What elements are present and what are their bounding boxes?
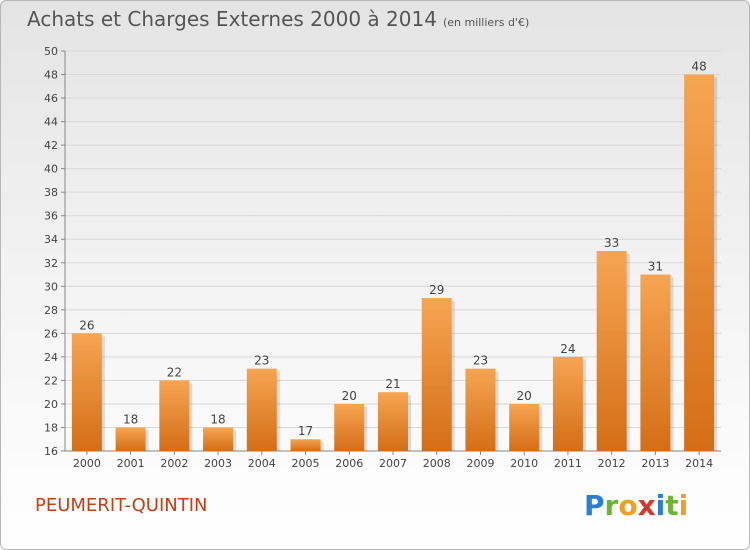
bar-value-label: 29 [429,283,444,297]
bar-value-label: 20 [342,389,357,403]
chart-title: Achats et Charges Externes 2000 à 2014 (e… [27,7,529,31]
bar [115,427,146,451]
y-tick-label: 48 [44,69,58,82]
x-tick-label: 2001 [117,457,145,470]
bar [71,333,102,451]
bar [290,439,321,451]
x-tick-label: 2012 [598,457,626,470]
y-tick-label: 16 [44,445,58,458]
bar [378,392,408,451]
y-tick-label: 26 [44,327,58,340]
y-tick-label: 44 [44,116,58,129]
bar [684,74,715,451]
bars [71,74,718,451]
bar-value-label: 22 [167,365,182,379]
bar [596,251,627,451]
logo-letter: o [618,489,638,522]
y-tick-label: 40 [44,163,58,176]
bar-value-label: 18 [210,412,225,426]
bar [465,368,496,451]
x-tick-label: 2004 [248,457,276,470]
y-tick-label: 32 [44,257,58,270]
bar [246,368,277,451]
x-tick-label: 2009 [466,457,494,470]
commune-name: PEUMERIT-QUINTIN [35,495,208,516]
y-tick-label: 46 [44,92,58,105]
bar [640,274,671,451]
subtitle-text: (en milliers d'€) [442,16,530,29]
y-tick-label: 50 [44,45,58,58]
bar [509,403,540,451]
y-tick-label: 20 [44,398,58,411]
title-text: Achats et Charges Externes 2000 à 2014 [27,7,437,31]
proxiti-logo: Proxiti [584,489,688,522]
bar-value-label: 26 [79,318,94,332]
x-tick-label: 2008 [423,457,451,470]
bar-value-label: 17 [298,424,313,438]
y-tick-label: 34 [44,233,58,246]
x-tick-label: 2002 [160,457,188,470]
y-tick-label: 22 [44,374,58,387]
bar [159,380,190,451]
x-tick-label: 2010 [510,457,538,470]
x-tick-label: 2011 [554,457,582,470]
logo-letter: x [637,489,656,522]
logo-letter: i [655,489,666,522]
bar-value-label: 18 [123,412,138,426]
bar-value-label: 31 [648,260,663,274]
data-labels: 26 18 22 18 23 17 20 21 29 23 20 24 33 31 48 [79,60,707,439]
x-tick-label: 2006 [335,457,363,470]
logo-letter: t [665,489,679,522]
y-tick-label: 38 [44,186,58,199]
y-tick-label: 42 [44,139,58,152]
x-tick-label: 2013 [641,457,669,470]
bar-value-label: 48 [691,60,706,74]
x-tick-label: 2005 [292,457,320,470]
bar [334,403,365,451]
y-tick-label: 18 [44,421,58,434]
bar [552,356,583,451]
bar [421,298,452,451]
x-tick-label: 2003 [204,457,232,470]
logo-letter: i [678,489,689,522]
y-tick-label: 30 [44,280,58,293]
bar-value-label: 24 [560,342,575,356]
y-tick-label: 28 [44,304,58,317]
y-tick-label: 36 [44,210,58,223]
x-tick-label: 2000 [73,457,101,470]
logo-letter: r [604,489,619,522]
logo-letter: P [584,489,605,522]
y-tick-label: 24 [44,351,58,364]
x-tick-label: 2007 [379,457,407,470]
x-tick-label: 2014 [685,457,713,470]
bar-value-label: 21 [385,377,400,391]
bar-value-label: 23 [254,354,269,368]
bar [203,427,234,451]
bar-value-label: 20 [517,389,532,403]
bar-value-label: 33 [604,236,619,250]
bar-value-label: 23 [473,354,488,368]
